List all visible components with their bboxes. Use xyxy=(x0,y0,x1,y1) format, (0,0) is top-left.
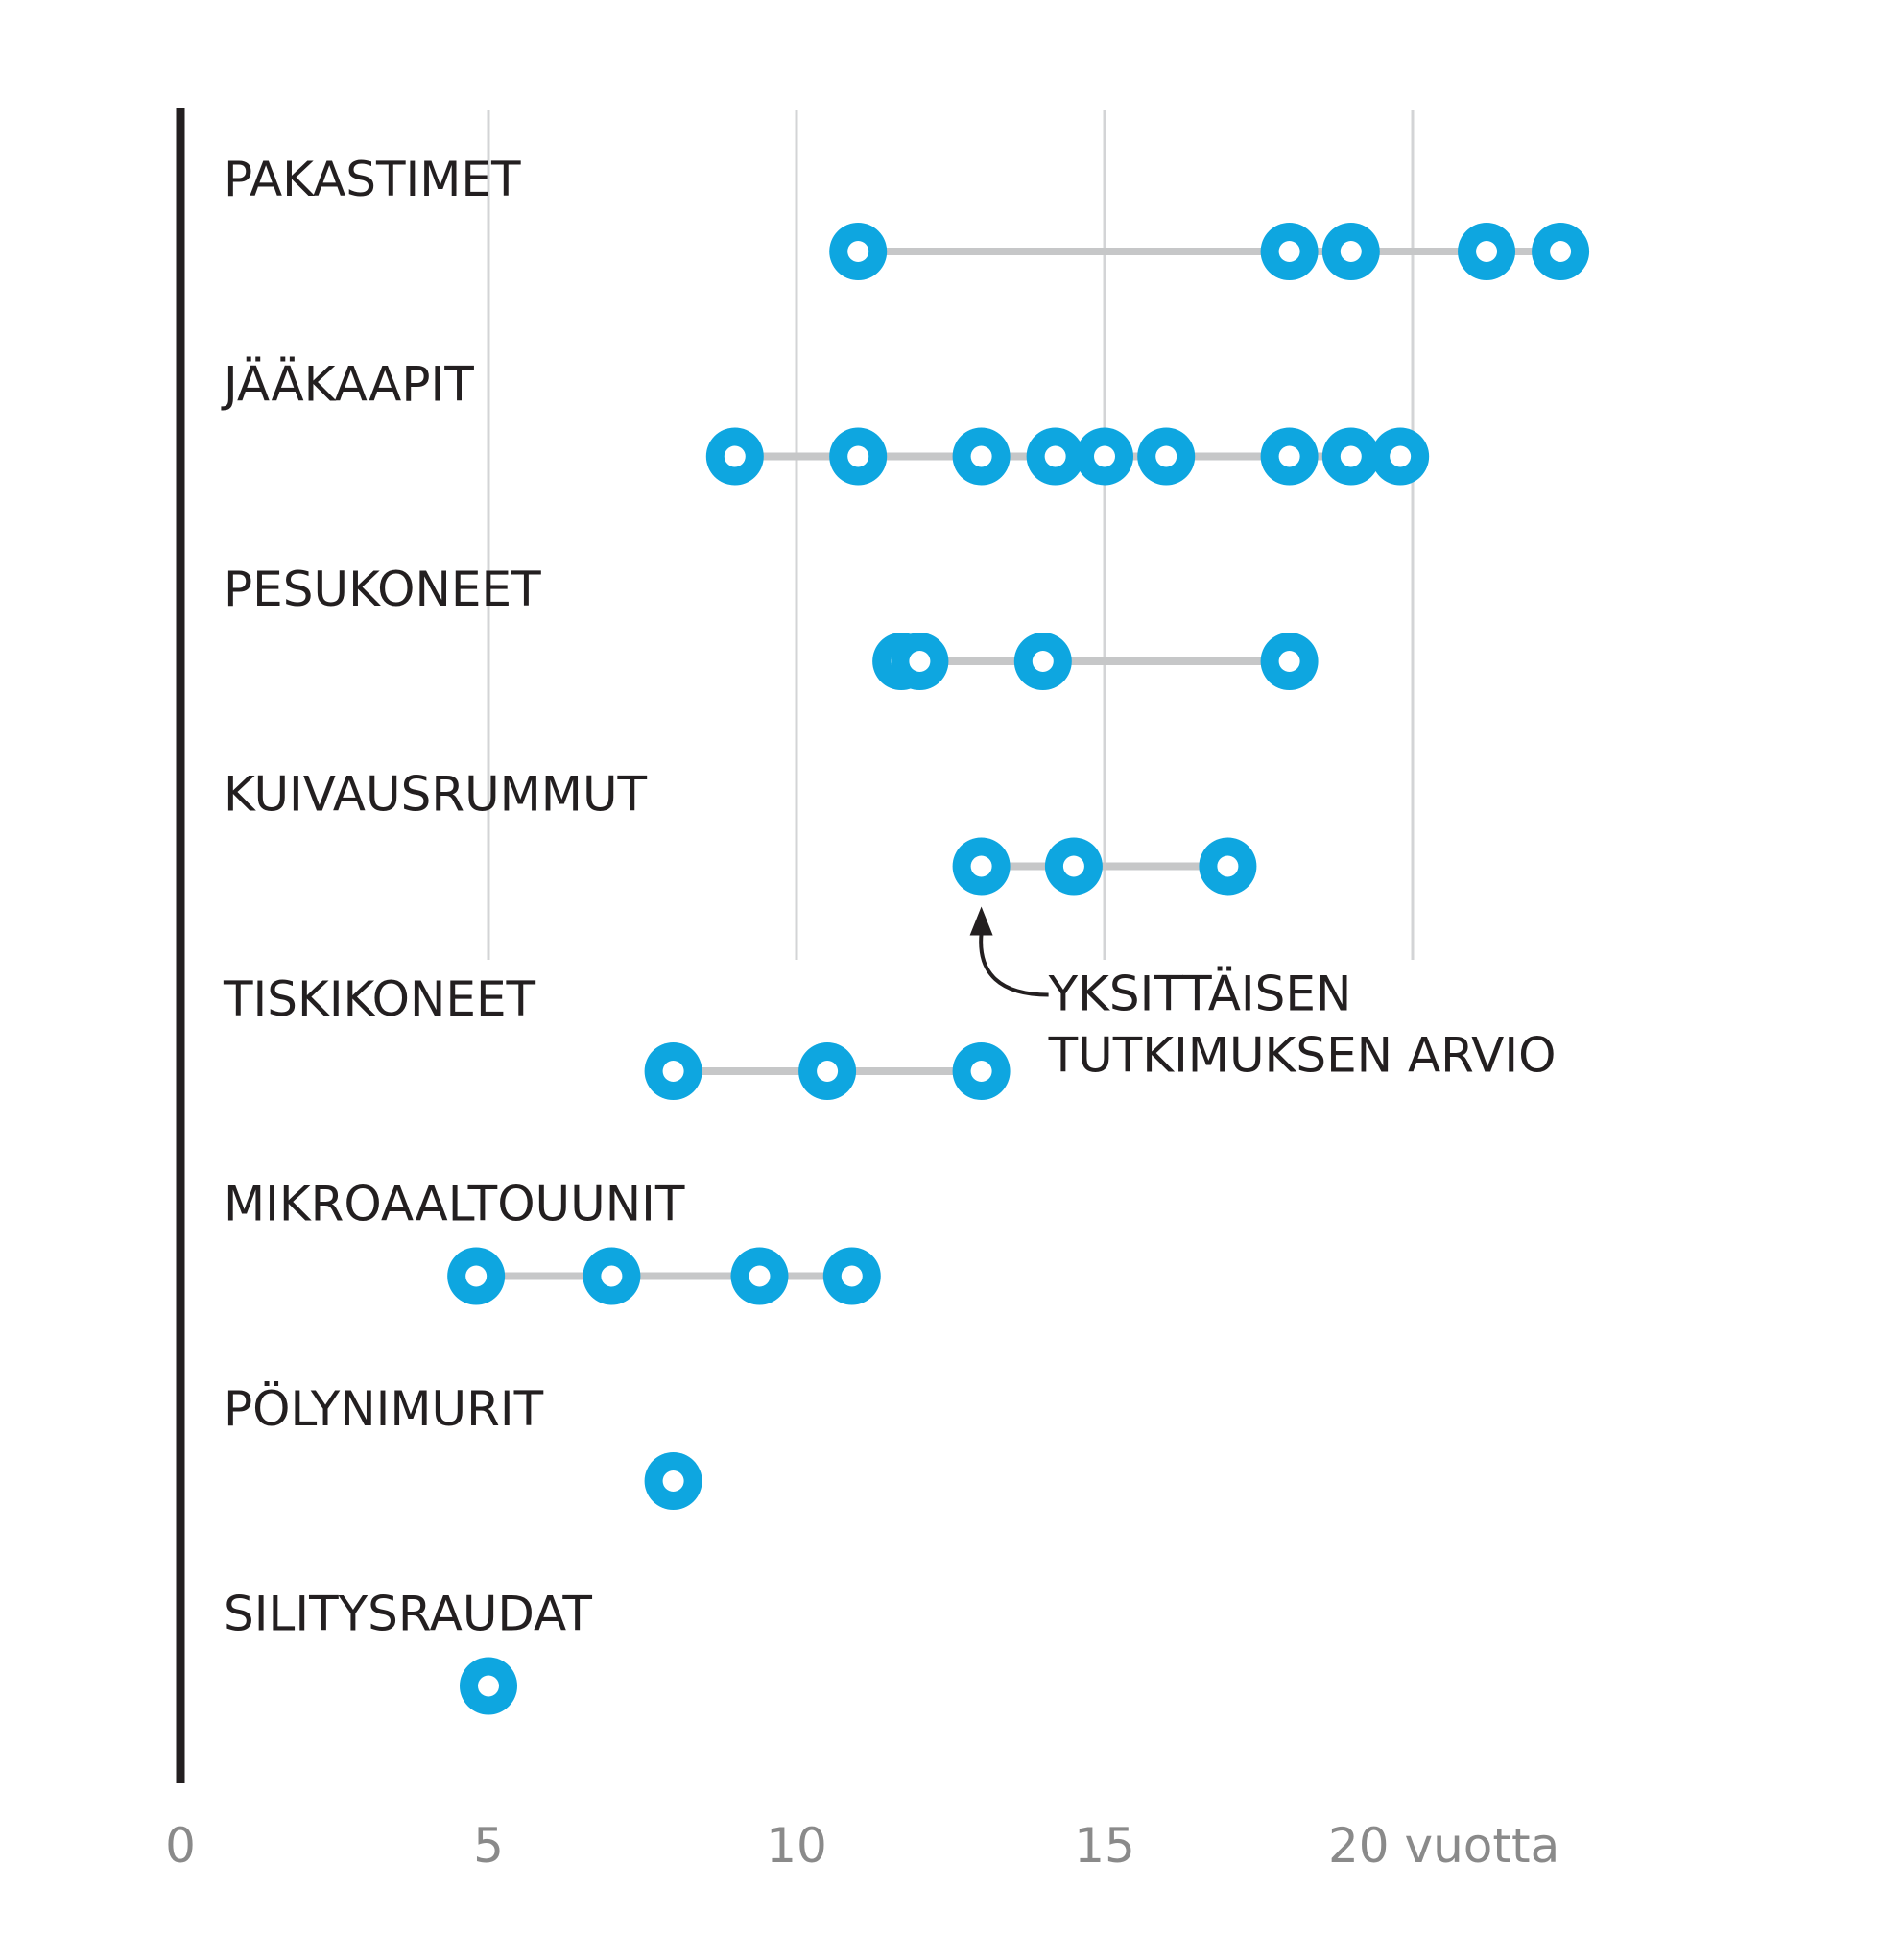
data-point xyxy=(1321,223,1380,280)
category-row: JÄÄKAAPIT xyxy=(221,357,1430,486)
data-point-center xyxy=(1278,445,1300,467)
data-point xyxy=(1137,427,1196,486)
data-point xyxy=(1199,837,1257,896)
data-point xyxy=(644,1452,702,1510)
annotation-text: TUTKIMUKSEN ARVIO xyxy=(1048,1028,1557,1084)
data-point-center xyxy=(817,1061,839,1082)
data-point-center xyxy=(1340,445,1362,467)
data-point-center xyxy=(1094,445,1115,467)
data-point xyxy=(798,1042,857,1100)
data-point-center xyxy=(1217,855,1239,877)
category-row: PAKASTIMET xyxy=(224,152,1590,280)
category-label: TISKIKONEET xyxy=(223,971,536,1027)
data-point-center xyxy=(1278,241,1300,262)
data-point-center xyxy=(1032,651,1054,672)
x-axis-ticks: 0 5 10 15 20 vuotta xyxy=(165,1818,1559,1874)
data-point xyxy=(1532,223,1590,280)
data-point xyxy=(952,427,1011,486)
data-point xyxy=(460,1657,517,1715)
data-point xyxy=(1026,427,1084,486)
data-point-center xyxy=(1044,445,1066,467)
data-point-center xyxy=(1278,651,1300,672)
data-point xyxy=(705,427,764,486)
data-point xyxy=(829,223,888,280)
data-point xyxy=(1044,837,1103,896)
annotation-text: YKSITTÄISEN xyxy=(1048,967,1352,1022)
data-point xyxy=(1260,427,1319,486)
data-point xyxy=(822,1247,881,1305)
data-point-center xyxy=(1476,241,1498,262)
data-point-center xyxy=(724,445,746,467)
data-point-center xyxy=(749,1265,771,1287)
data-point xyxy=(952,837,1011,896)
data-point-center xyxy=(970,1061,992,1082)
data-point-center xyxy=(662,1061,684,1082)
data-point xyxy=(1321,427,1380,486)
annotation: YKSITTÄISEN TUTKIMUKSEN ARVIO xyxy=(969,906,1557,1084)
data-point-center xyxy=(662,1470,684,1492)
data-point xyxy=(1076,427,1133,486)
data-point-center xyxy=(478,1675,499,1697)
data-point-center xyxy=(847,445,869,467)
data-point xyxy=(891,633,949,690)
data-point xyxy=(1013,633,1072,690)
data-point-center xyxy=(970,445,992,467)
category-label: MIKROAALTOUUNIT xyxy=(224,1177,685,1232)
category-row: KUIVAUSRUMMUT xyxy=(224,767,1257,896)
data-point xyxy=(447,1247,506,1305)
annotation-arrow xyxy=(979,933,1049,997)
data-point xyxy=(829,427,888,486)
data-point-center xyxy=(1390,445,1412,467)
category-label: PÖLYNIMURIT xyxy=(224,1381,544,1437)
data-point-center xyxy=(847,241,869,262)
category-row: TISKIKONEET xyxy=(223,971,1011,1100)
data-point xyxy=(1458,223,1516,280)
tick-label: 10 xyxy=(766,1818,827,1874)
data-point-center xyxy=(1340,241,1362,262)
tick-label: 0 xyxy=(165,1818,196,1874)
data-point-center xyxy=(601,1265,623,1287)
category-label: SILITYSRAUDAT xyxy=(224,1587,592,1642)
data-point xyxy=(952,1042,1011,1100)
category-label: PAKASTIMET xyxy=(224,152,521,207)
data-point-center xyxy=(465,1265,488,1287)
category-label: KUIVAUSRUMMUT xyxy=(224,767,648,823)
data-point xyxy=(1260,633,1319,690)
data-point-center xyxy=(1155,445,1177,467)
category-label: JÄÄKAAPIT xyxy=(221,357,474,413)
tick-label: 15 xyxy=(1074,1818,1135,1874)
tick-label: 20 vuotta xyxy=(1328,1818,1559,1874)
data-point xyxy=(644,1042,702,1100)
category-row: MIKROAALTOUUNIT xyxy=(224,1177,881,1305)
data-point xyxy=(730,1247,789,1305)
data-point-center xyxy=(1550,241,1572,262)
category-row: PÖLYNIMURIT xyxy=(224,1381,702,1510)
data-point xyxy=(1371,427,1430,486)
category-rows: PAKASTIMET JÄÄKAAPIT PESUKONEET KUIVAUSRUMM… xyxy=(221,152,1590,1715)
data-point xyxy=(1260,223,1319,280)
data-point-center xyxy=(909,651,931,672)
category-row: PESUKONEET xyxy=(224,562,1319,690)
data-point-center xyxy=(1062,855,1084,877)
data-point-center xyxy=(841,1265,863,1287)
data-point xyxy=(583,1247,641,1305)
category-label: PESUKONEET xyxy=(224,562,541,617)
annotation-arrowhead xyxy=(969,906,993,936)
tick-label: 5 xyxy=(473,1818,504,1874)
data-point-center xyxy=(970,855,992,877)
category-row: SILITYSRAUDAT xyxy=(224,1587,592,1715)
